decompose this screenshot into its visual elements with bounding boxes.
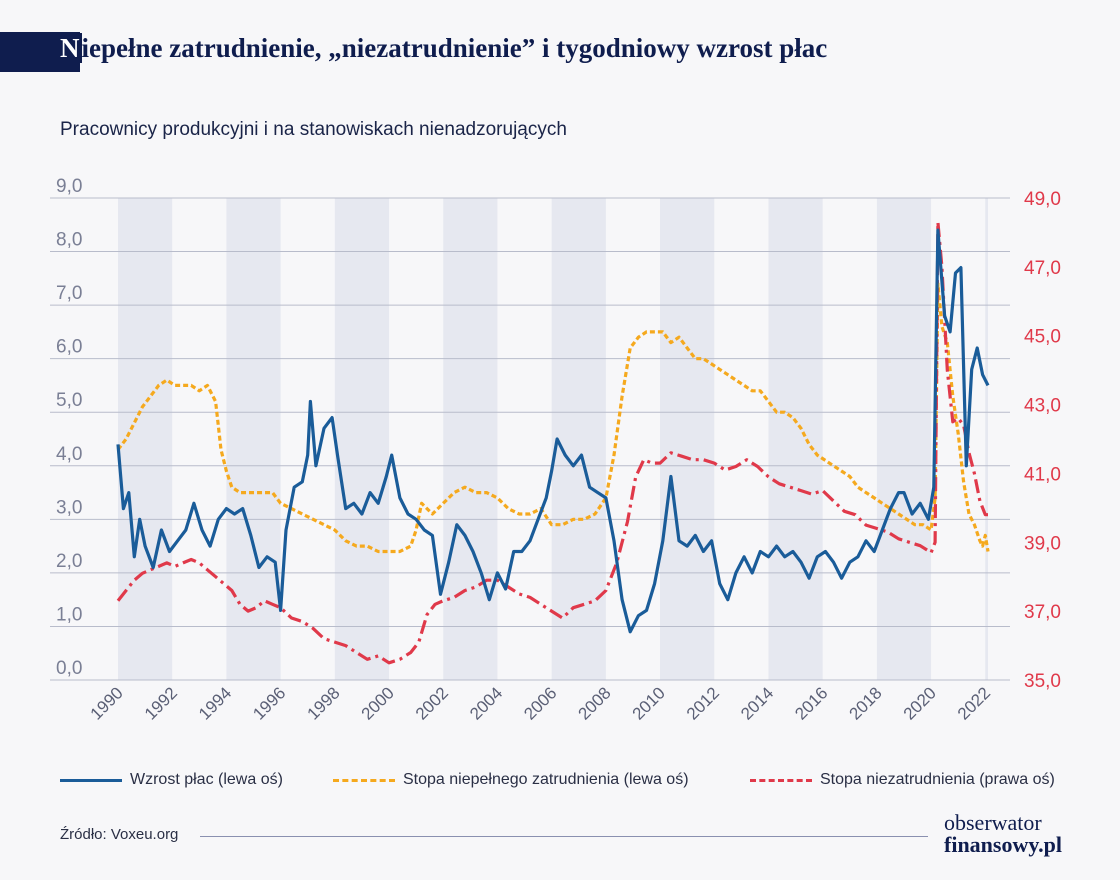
x-tick-label: 2004	[466, 683, 506, 723]
x-tick-label: 1994	[195, 683, 235, 723]
shaded-band	[985, 198, 988, 680]
series-line-wage-growth	[116, 228, 990, 634]
series-line-nonemployment	[116, 220, 988, 665]
shaded-band	[768, 198, 823, 680]
legend-label: Stopa niezatrudnienia (prawa oś)	[820, 771, 1055, 788]
logo-line-1: obserwator	[944, 810, 1042, 835]
x-tick-label: 2006	[520, 683, 560, 723]
series-line-underemployment	[116, 282, 990, 554]
left-tick-label: 4,0	[56, 444, 82, 465]
x-tick-label: 2022	[954, 683, 994, 723]
logo-line-2: finansowy.pl	[944, 832, 1062, 857]
legend-label: Stopa niepełnego zatrudnienia (lewa oś)	[403, 771, 689, 788]
left-tick-label: 7,0	[56, 283, 82, 304]
shaded-band	[226, 198, 281, 680]
left-tick-label: 8,0	[56, 230, 82, 251]
right-axis: 35,0 37,0 39,0 41,0 43,0 45,0 47,0 49,0	[1024, 189, 1061, 692]
x-tick-label: 2008	[574, 683, 614, 723]
shaded-band	[876, 198, 932, 680]
right-tick-label: 41,0	[1024, 464, 1061, 485]
x-tick-label: 1990	[87, 683, 127, 723]
right-tick-label: 39,0	[1024, 533, 1061, 554]
x-tick-label: 2020	[900, 683, 940, 723]
right-tick-label: 47,0	[1024, 258, 1061, 279]
x-tick-label: 2018	[846, 683, 886, 723]
left-tick-label: 5,0	[56, 390, 82, 411]
left-tick-label: 1,0	[56, 604, 82, 625]
legend-swatch	[750, 778, 812, 782]
shaded-band	[118, 198, 173, 680]
left-tick-label: 3,0	[56, 497, 82, 518]
x-tick-label: 1992	[141, 683, 181, 723]
x-tick-label: 2016	[791, 683, 831, 723]
legend-item-wage-growth: Wzrost płac (lewa oś)	[60, 771, 283, 789]
x-tick-label: 2002	[412, 683, 452, 723]
left-tick-label: 0,0	[56, 658, 82, 679]
logo: obserwator finansowy.pl	[944, 812, 1062, 856]
shaded-band	[551, 198, 606, 680]
x-axis: 1990 1992 1994 1996 1998 2000 2002 2004 2006 2008…	[87, 683, 994, 723]
right-tick-label: 37,0	[1024, 602, 1061, 623]
source-note: Źródło: Voxeu.org	[60, 826, 179, 843]
title-initial: N	[60, 33, 82, 63]
x-tick-label: 2012	[683, 683, 723, 723]
right-tick-label: 49,0	[1024, 189, 1061, 210]
left-axis: 0,0 1,0 2,0 3,0 4,0 5,0 6,0 7,0 8,0 9,0	[56, 176, 82, 679]
right-tick-label: 35,0	[1024, 671, 1061, 692]
right-tick-label: 45,0	[1024, 327, 1061, 348]
chart-subtitle: Pracownicy produkcyjni i na stanowiskach…	[60, 119, 567, 140]
legend-swatch	[60, 778, 122, 782]
legend-item-nonemployment: Stopa niezatrudnienia (prawa oś)	[750, 771, 1055, 789]
shaded-band	[334, 198, 390, 680]
left-tick-label: 9,0	[56, 176, 82, 197]
shaded-bands	[118, 198, 988, 680]
title-text: iepełne zatrudnienie, „niezatrudnienie” …	[81, 33, 828, 63]
legend-label: Wzrost płac (lewa oś)	[130, 771, 283, 788]
x-tick-label: 2014	[737, 683, 777, 723]
x-tick-label: 1996	[249, 683, 289, 723]
shaded-band	[443, 198, 498, 680]
x-tick-label: 2000	[358, 683, 398, 723]
x-tick-label: 2010	[629, 683, 669, 723]
line-chart: 0,01,02,03,04,05,06,07,08,09,0 35,037,03…	[50, 176, 1061, 724]
legend-swatch	[333, 778, 395, 782]
right-tick-label: 43,0	[1024, 396, 1061, 417]
page-title: Niepełne zatrudnienie, „niezatrudnienie”…	[60, 33, 827, 64]
left-tick-label: 6,0	[56, 337, 82, 358]
x-tick-label: 1998	[303, 683, 343, 723]
shaded-band	[660, 198, 715, 680]
left-tick-label: 2,0	[56, 551, 82, 572]
grid-lines	[50, 197, 1010, 681]
legend-item-underemployment: Stopa niepełnego zatrudnienia (lewa oś)	[333, 771, 689, 789]
footer-divider	[200, 836, 928, 837]
series-lines	[116, 220, 990, 665]
